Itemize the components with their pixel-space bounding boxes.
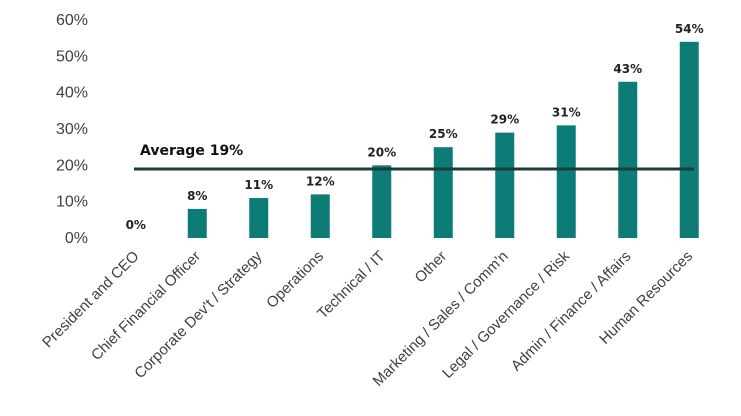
- bar: [495, 132, 515, 238]
- average-label: Average 19%: [140, 143, 243, 159]
- x-category-label: Operations: [263, 248, 327, 312]
- bars: [187, 41, 699, 239]
- y-tick-label: 60%: [56, 12, 88, 29]
- data-label: 43%: [613, 62, 642, 76]
- x-category-label: Other: [412, 248, 451, 287]
- y-tick-label: 20%: [56, 157, 88, 174]
- bar: [310, 194, 330, 238]
- data-label: 29%: [490, 113, 519, 127]
- y-tick-label: 10%: [56, 194, 88, 211]
- x-category-label: Legal / Governance / Risk: [439, 247, 573, 381]
- y-tick-label: 50%: [56, 48, 88, 65]
- data-label: 31%: [552, 105, 581, 119]
- bar: [372, 165, 392, 238]
- bar: [556, 125, 576, 238]
- bar: [618, 81, 638, 239]
- y-tick-label: 30%: [56, 121, 88, 138]
- x-category-label: Chief Financial Officer: [88, 248, 204, 364]
- data-label: 12%: [306, 174, 335, 188]
- bar: [249, 198, 269, 238]
- x-category-label: Corporate Dev't / Strategy: [131, 247, 266, 382]
- data-label: 54%: [675, 22, 704, 36]
- data-label: 0%: [126, 218, 146, 232]
- y-tick-label: 40%: [56, 85, 88, 102]
- x-category-label: Admin / Finance / Affairs: [508, 248, 635, 375]
- bar: [187, 208, 207, 238]
- data-labels: 0% 8% 11% 12% 20% 25% 29% 31% 43% 54%: [126, 22, 704, 232]
- bar: [679, 41, 699, 238]
- data-label: 11%: [244, 178, 273, 192]
- y-tick-label: 0%: [65, 230, 88, 247]
- data-label: 25%: [429, 127, 458, 141]
- average-line-group: Average 19%: [134, 143, 694, 171]
- y-axis: 0% 10% 20% 30% 40% 50% 60%: [56, 12, 88, 247]
- data-label: 8%: [187, 189, 207, 203]
- data-label: 20%: [367, 145, 396, 159]
- bar: [433, 147, 453, 238]
